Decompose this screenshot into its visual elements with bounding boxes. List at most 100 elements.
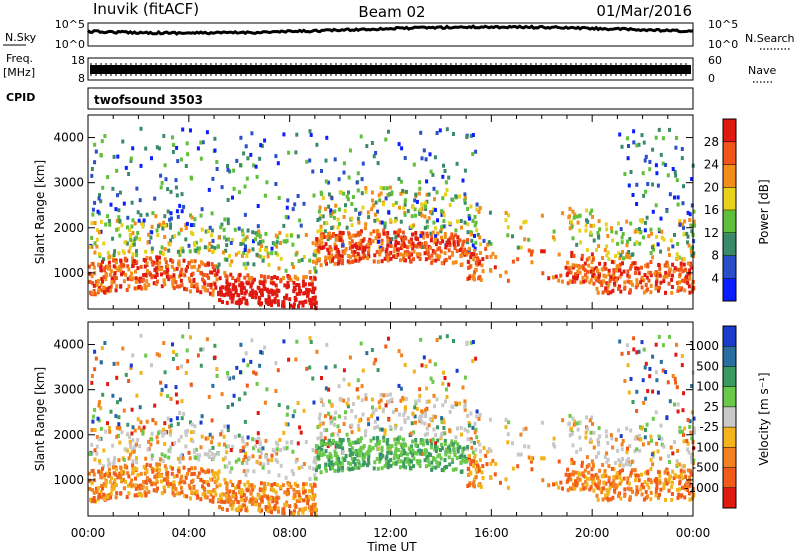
power-cell	[245, 176, 249, 181]
power-cell	[570, 225, 574, 229]
power-cell	[519, 225, 523, 230]
power-cell	[584, 273, 588, 278]
velocity-cell	[369, 448, 373, 453]
power-cell	[418, 257, 422, 261]
power-cell	[229, 295, 233, 300]
power-cell	[101, 185, 105, 190]
power-cell	[372, 203, 376, 208]
velocity-cell	[644, 427, 647, 432]
power-cell	[232, 283, 236, 287]
power-cell	[635, 278, 639, 283]
velocity-cell	[349, 462, 353, 466]
velocity-cell	[640, 426, 644, 431]
velocity-cell	[661, 343, 665, 348]
power-cell	[209, 282, 213, 287]
velocity-cell	[418, 393, 422, 398]
velocity-cell	[243, 455, 247, 460]
velocity-cell	[671, 451, 675, 456]
velocity-cell	[331, 417, 335, 422]
power-cell	[511, 259, 515, 264]
power-cell	[293, 202, 297, 207]
velocity-cell	[424, 364, 428, 369]
velocity-cell	[673, 473, 677, 478]
velocity-cell	[642, 497, 646, 502]
power-cell	[289, 233, 293, 238]
power-colorbar-tick-label: 12	[704, 226, 719, 240]
power-cell	[305, 159, 309, 164]
power-cell	[425, 224, 429, 229]
velocity-cell	[399, 426, 403, 431]
power-cell	[169, 222, 173, 227]
power-colorbar-tick-label: 20	[704, 180, 719, 194]
power-cell	[378, 248, 382, 253]
velocity-cell	[157, 353, 161, 358]
power-cell	[425, 179, 429, 184]
power-cell	[131, 218, 135, 223]
velocity-cell	[117, 415, 121, 420]
velocity-cell	[171, 466, 174, 471]
velocity-cell	[683, 474, 687, 479]
power-cell	[255, 252, 259, 257]
power-cell	[674, 145, 678, 150]
power-cell	[415, 244, 419, 249]
power-cell	[331, 210, 335, 215]
power-cell	[235, 158, 239, 163]
power-cell	[423, 225, 427, 230]
velocity-cell	[396, 448, 400, 453]
power-cell	[240, 228, 244, 233]
velocity-cell	[112, 471, 116, 476]
velocity-cell	[90, 374, 94, 378]
velocity-cell	[176, 456, 180, 461]
velocity-cell	[655, 378, 659, 383]
velocity-cell	[133, 493, 137, 498]
velocity-cell	[298, 497, 301, 502]
velocity-cell	[463, 458, 467, 463]
velocity-cell	[293, 481, 297, 486]
power-cell	[88, 271, 92, 276]
velocity-cell	[421, 452, 424, 456]
velocity-cell	[184, 429, 188, 434]
velocity-cell	[298, 507, 302, 512]
velocity-cell	[685, 485, 689, 490]
velocity-cell	[172, 493, 176, 498]
power-cell	[414, 213, 417, 218]
power-cell	[469, 204, 473, 209]
power-cell	[103, 134, 107, 138]
velocity-cell	[102, 464, 106, 469]
power-cell	[106, 288, 110, 292]
velocity-cell	[202, 480, 206, 484]
power-cell	[173, 234, 177, 239]
power-cell	[463, 251, 467, 256]
power-cell	[467, 246, 471, 251]
power-cell	[583, 268, 587, 273]
velocity-cell	[425, 431, 429, 436]
velocity-cell	[287, 483, 291, 488]
velocity-cell	[333, 364, 337, 369]
velocity-cell	[388, 392, 392, 397]
power-cell	[424, 207, 428, 211]
power-cell	[473, 270, 477, 275]
velocity-cell	[389, 463, 393, 468]
power-cell	[204, 229, 208, 234]
time-tick-label: 08:00	[272, 526, 307, 540]
power-cell	[455, 249, 459, 253]
velocity-cell	[491, 458, 495, 463]
power-cell	[312, 252, 316, 257]
power-cell	[568, 265, 572, 270]
velocity-cell	[379, 392, 383, 397]
power-cell	[218, 276, 222, 281]
velocity-cell	[240, 460, 244, 465]
power-cell	[643, 273, 647, 277]
velocity-cell	[172, 349, 176, 354]
power-cell	[504, 210, 508, 215]
power-cell	[260, 244, 263, 248]
velocity-cell	[127, 456, 131, 461]
velocity-cell	[606, 441, 610, 445]
velocity-cell	[348, 448, 352, 452]
power-cell	[388, 185, 392, 190]
velocity-cell	[654, 410, 658, 415]
velocity-cell	[311, 466, 315, 471]
velocity-cell	[180, 474, 184, 479]
velocity-cell	[403, 451, 407, 456]
velocity-cell	[570, 461, 574, 465]
